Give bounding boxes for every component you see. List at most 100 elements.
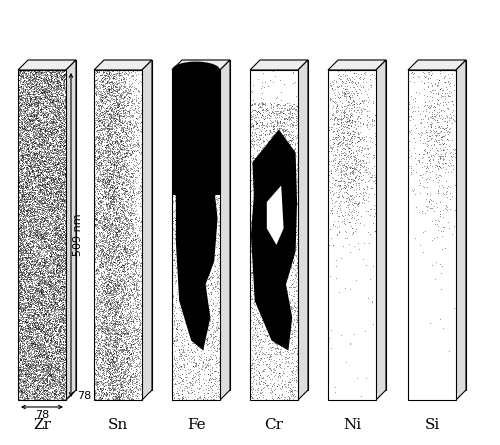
Point <box>22 250 30 257</box>
Text: 78: 78 <box>77 391 91 401</box>
Point <box>103 146 111 154</box>
Point <box>24 151 32 158</box>
Point <box>27 108 35 115</box>
Point <box>436 162 444 170</box>
Point <box>108 101 116 108</box>
Point <box>55 379 63 386</box>
Point <box>40 97 48 105</box>
Point <box>287 387 295 394</box>
Point <box>26 167 34 174</box>
Point <box>273 134 281 141</box>
Point <box>53 215 61 222</box>
Point <box>98 198 106 206</box>
Point <box>106 84 114 91</box>
Point <box>347 112 355 119</box>
Point <box>283 293 291 300</box>
Point <box>326 225 334 232</box>
Point <box>38 82 46 89</box>
Point <box>39 157 47 164</box>
Point <box>101 352 109 359</box>
Point <box>30 316 38 323</box>
Point <box>42 357 50 364</box>
Point <box>108 226 116 233</box>
Point <box>275 362 283 369</box>
Point <box>109 336 117 344</box>
Point <box>29 122 37 129</box>
Point <box>206 195 214 202</box>
Point <box>134 103 142 110</box>
Point <box>100 174 108 181</box>
Point <box>34 328 42 336</box>
Point <box>60 92 68 99</box>
Point <box>108 307 116 314</box>
Point <box>133 338 141 345</box>
Point <box>18 360 26 368</box>
Point <box>33 150 41 157</box>
Point <box>202 248 210 255</box>
Point <box>48 97 56 105</box>
Point <box>426 204 434 211</box>
Point <box>179 277 187 284</box>
Point <box>28 202 36 210</box>
Point <box>344 88 352 95</box>
Point <box>45 389 53 396</box>
Point <box>266 121 274 129</box>
Point <box>436 260 444 267</box>
Point <box>61 389 69 396</box>
Point <box>116 276 124 283</box>
Point <box>182 318 190 325</box>
Point <box>36 254 44 261</box>
Point <box>284 358 292 365</box>
Point <box>30 175 38 182</box>
Point <box>16 303 24 310</box>
Point <box>116 259 124 266</box>
Point <box>265 138 273 145</box>
Point <box>278 142 286 150</box>
Point <box>102 123 110 130</box>
Point <box>55 101 63 109</box>
Point <box>116 318 124 325</box>
Point <box>58 364 66 372</box>
Point <box>43 227 51 234</box>
Point <box>32 347 40 354</box>
Point <box>346 286 354 293</box>
Point <box>123 333 131 340</box>
Point <box>48 108 56 115</box>
Point <box>16 166 24 173</box>
Point <box>102 275 110 282</box>
Point <box>35 347 43 354</box>
Point <box>52 396 60 403</box>
Point <box>276 348 284 355</box>
Point <box>53 372 61 380</box>
Point <box>46 382 54 389</box>
Point <box>348 97 356 104</box>
Point <box>60 178 68 185</box>
Point <box>32 199 40 206</box>
Point <box>207 331 215 338</box>
Point <box>98 326 106 333</box>
Point <box>52 84 60 91</box>
Point <box>18 124 26 131</box>
Point <box>98 206 106 214</box>
Point <box>104 378 112 385</box>
Point <box>104 90 112 97</box>
Point <box>15 216 23 223</box>
Point <box>124 317 132 324</box>
Point <box>189 367 197 374</box>
Point <box>108 112 116 119</box>
Point <box>42 370 50 377</box>
Point <box>41 125 49 132</box>
Point <box>18 122 26 129</box>
Point <box>106 340 114 347</box>
Point <box>38 365 46 372</box>
Point <box>44 77 52 84</box>
Point <box>119 316 127 324</box>
Point <box>262 332 270 339</box>
Point <box>37 281 45 288</box>
Point <box>112 117 120 124</box>
Point <box>124 242 132 249</box>
Point <box>36 127 44 134</box>
Point <box>40 280 48 287</box>
Point <box>19 208 27 215</box>
Point <box>61 378 69 385</box>
